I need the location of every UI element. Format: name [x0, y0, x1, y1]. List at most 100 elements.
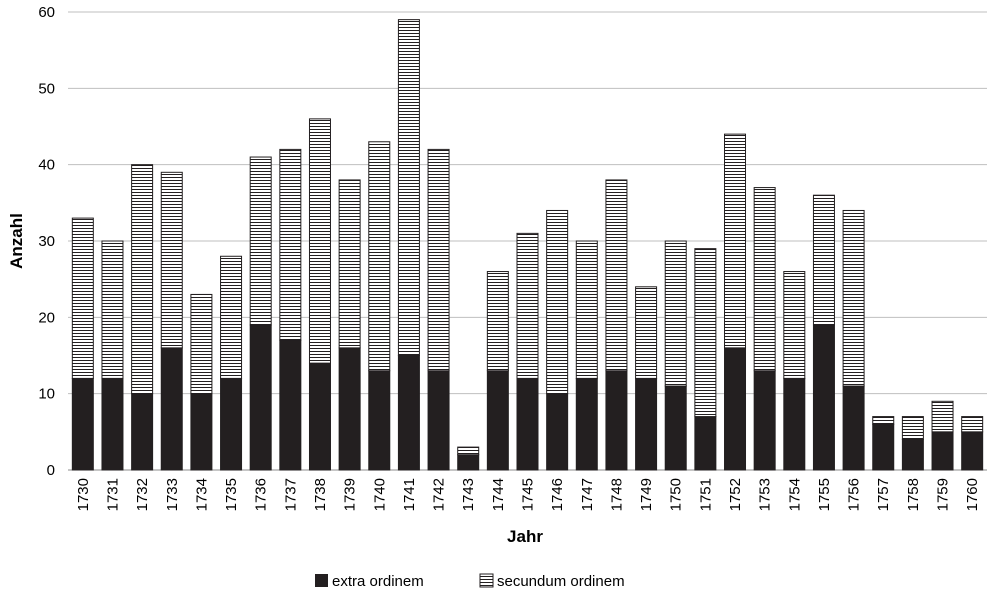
- x-tick-label: 1735: [223, 478, 240, 511]
- x-tick-label: 1738: [312, 478, 329, 511]
- bar-extra-ordinem: [190, 393, 213, 471]
- bar-extra-ordinem: [101, 377, 124, 471]
- x-tick-label: 1751: [697, 478, 714, 511]
- y-axis-title: Anzahl: [7, 213, 26, 269]
- x-tick-label: 1754: [786, 478, 803, 511]
- x-tick-label: 1736: [253, 478, 270, 511]
- bar-extra-ordinem: [131, 393, 154, 471]
- bar-extra-ordinem: [783, 377, 806, 471]
- x-tick-label: 1730: [75, 478, 92, 511]
- bar-extra-ordinem: [486, 370, 509, 471]
- x-tick-label: 1731: [104, 478, 121, 511]
- bar-extra-ordinem: [901, 438, 924, 471]
- bar-extra-ordinem: [812, 324, 835, 471]
- bar-extra-ordinem: [724, 347, 747, 471]
- bar-secundum-ordinem: [753, 187, 776, 372]
- x-tick-label: 1732: [134, 478, 151, 511]
- bar-secundum-ordinem: [101, 240, 124, 379]
- bar-extra-ordinem: [516, 377, 539, 471]
- bar-secundum-ordinem: [338, 179, 361, 349]
- x-tick-label: 1737: [282, 478, 299, 511]
- bar-extra-ordinem: [872, 423, 895, 471]
- bar-extra-ordinem: [71, 377, 94, 471]
- bar-secundum-ordinem: [71, 217, 94, 379]
- bar-secundum-ordinem: [131, 164, 154, 395]
- y-tick-label: 60: [38, 4, 55, 21]
- bar-secundum-ordinem: [664, 240, 687, 387]
- legend: extra ordinem secundum ordinem: [315, 573, 625, 590]
- bar-secundum-ordinem: [812, 194, 835, 326]
- x-tick-label: 1753: [757, 478, 774, 511]
- bar-secundum-ordinem: [308, 118, 331, 364]
- y-tick-label: 10: [38, 386, 55, 403]
- bars: [71, 19, 984, 471]
- bar-extra-ordinem: [605, 370, 628, 471]
- bar-extra-ordinem: [664, 385, 687, 471]
- x-tick-label: 1747: [579, 478, 596, 511]
- y-tick-label: 0: [47, 462, 55, 479]
- bar-extra-ordinem: [931, 431, 954, 471]
- y-tick-label: 40: [38, 157, 55, 174]
- x-tick-label: 1755: [816, 478, 833, 511]
- legend-label-extra-ordinem: extra ordinem: [332, 573, 424, 590]
- bar-secundum-ordinem: [160, 171, 183, 349]
- bar-secundum-ordinem: [279, 148, 302, 341]
- bar-extra-ordinem: [279, 339, 302, 471]
- x-tick-label: 1750: [668, 478, 685, 511]
- x-tick-label: 1741: [401, 478, 418, 511]
- y-axis-ticks: 0 10 20 30 40 50 60: [38, 4, 55, 479]
- bar-secundum-ordinem: [190, 293, 213, 395]
- bar-extra-ordinem: [427, 370, 450, 471]
- bar-secundum-ordinem: [605, 179, 628, 372]
- bar-secundum-ordinem: [961, 416, 984, 433]
- bar-secundum-ordinem: [427, 148, 450, 372]
- x-tick-label: 1746: [549, 478, 566, 511]
- x-tick-label: 1757: [875, 478, 892, 511]
- x-tick-label: 1744: [490, 478, 507, 511]
- bar-extra-ordinem: [220, 377, 243, 471]
- x-tick-label: 1749: [638, 478, 655, 511]
- bar-extra-ordinem: [635, 377, 658, 471]
- bar-extra-ordinem: [457, 454, 480, 471]
- bar-secundum-ordinem: [457, 446, 480, 456]
- bar-secundum-ordinem: [724, 133, 747, 349]
- bar-extra-ordinem: [694, 416, 717, 471]
- legend-label-secundum-ordinem: secundum ordinem: [497, 573, 625, 590]
- bar-secundum-ordinem: [635, 286, 658, 379]
- x-tick-label: 1742: [431, 478, 448, 511]
- x-tick-label: 1760: [964, 478, 981, 511]
- legend-swatch-extra-ordinem: [315, 574, 328, 587]
- bar-secundum-ordinem: [901, 416, 924, 440]
- x-tick-label: 1752: [727, 478, 744, 511]
- bar-secundum-ordinem: [783, 271, 806, 379]
- bar-secundum-ordinem: [368, 141, 391, 372]
- x-tick-label: 1734: [193, 478, 210, 511]
- bar-secundum-ordinem: [694, 248, 717, 418]
- x-tick-label: 1740: [371, 478, 388, 511]
- bar-extra-ordinem: [397, 355, 420, 471]
- x-tick-label: 1733: [164, 478, 181, 511]
- x-tick-label: 1745: [520, 478, 537, 511]
- bar-secundum-ordinem: [397, 19, 420, 357]
- bar-secundum-ordinem: [546, 209, 569, 395]
- x-axis-ticks: 1730 1731 1732 1733 1734 1735 1736 1737 1738 1739…: [75, 478, 981, 511]
- bar-extra-ordinem: [842, 385, 865, 471]
- x-tick-label: 1739: [342, 478, 359, 511]
- bar-secundum-ordinem: [220, 255, 243, 379]
- bar-extra-ordinem: [575, 377, 598, 471]
- bar-extra-ordinem: [160, 347, 183, 471]
- x-axis-title: Jahr: [507, 527, 543, 546]
- bar-extra-ordinem: [753, 370, 776, 471]
- legend-swatch-secundum-ordinem: [479, 573, 494, 588]
- y-tick-label: 20: [38, 309, 55, 326]
- bar-secundum-ordinem: [931, 400, 954, 433]
- x-tick-label: 1756: [846, 478, 863, 511]
- bar-extra-ordinem: [961, 431, 984, 471]
- bar-extra-ordinem: [338, 347, 361, 471]
- y-tick-label: 50: [38, 80, 55, 97]
- bar-extra-ordinem: [368, 370, 391, 471]
- x-tick-label: 1759: [935, 478, 952, 511]
- bar-secundum-ordinem: [249, 156, 272, 326]
- bar-secundum-ordinem: [575, 240, 598, 379]
